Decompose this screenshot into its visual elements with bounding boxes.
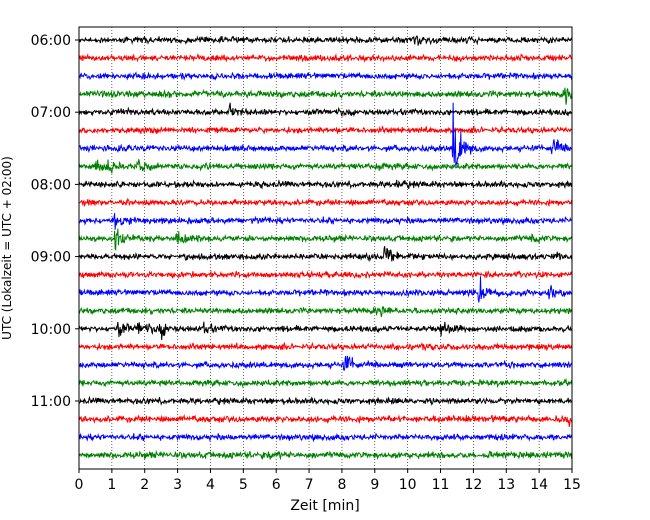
trace-line-0715 (78, 125, 573, 135)
trace-line-0800 (78, 179, 573, 190)
trace-line-1030 (78, 355, 573, 372)
trace-line-0945 (78, 305, 573, 318)
y-axis-label: UTC (Lokalzeit = UTC + 02:00) (0, 156, 14, 340)
trace-line-1115 (78, 413, 573, 428)
y-tick-label: 08:00 (31, 177, 71, 193)
trace-line-1100 (78, 395, 573, 407)
x-tick-label: 2 (140, 477, 149, 493)
x-tick-label: 4 (206, 477, 215, 493)
x-axis-ticks: 0 1 2 3 4 5 6 7 8 9 10 11 12 13 14 15 (75, 469, 581, 493)
x-axis-label: Zeit [min] (290, 498, 359, 514)
trace-line-0845 (78, 228, 573, 251)
trace-line-1145 (78, 449, 573, 461)
trace-line-0930 (78, 276, 573, 303)
x-tick-label: 8 (337, 477, 346, 493)
trace-line-0600 (78, 35, 573, 46)
seismic-traces (78, 35, 573, 461)
trace-line-0645 (78, 87, 573, 105)
trace-line-0630 (78, 71, 573, 81)
x-tick-label: 13 (497, 477, 515, 493)
x-tick-label: 15 (563, 477, 581, 493)
trace-line-0745 (78, 159, 573, 174)
trace-line-1000 (78, 321, 573, 341)
trace-line-0830 (78, 213, 573, 230)
trace-line-0900 (78, 246, 573, 263)
x-tick-label: 10 (399, 477, 417, 493)
trace-line-0700 (78, 102, 573, 118)
trace-line-0730 (78, 102, 573, 169)
y-tick-label: 07:00 (31, 105, 71, 121)
x-tick-label: 1 (107, 477, 116, 493)
trace-line-0915 (78, 269, 573, 280)
x-tick-label: 7 (305, 477, 314, 493)
y-tick-label: 11:00 (31, 394, 71, 410)
x-tick-label: 3 (173, 477, 182, 493)
y-axis-ticks: 06:00 07:00 08:00 09:00 10:00 11:00 (31, 33, 79, 410)
x-tick-label: 12 (464, 477, 482, 493)
x-tick-label: 5 (239, 477, 248, 493)
trace-line-1015 (78, 341, 573, 352)
trace-line-1130 (78, 432, 573, 443)
x-tick-label: 0 (75, 477, 84, 493)
x-tick-label: 11 (432, 477, 450, 493)
y-tick-label: 06:00 (31, 33, 71, 49)
x-tick-label: 6 (272, 477, 281, 493)
x-tick-label: 14 (530, 477, 548, 493)
trace-line-0615 (78, 53, 573, 63)
trace-line-1045 (78, 377, 573, 389)
trace-line-0815 (78, 197, 573, 208)
y-tick-label: 09:00 (31, 250, 71, 266)
y-tick-label: 10:00 (31, 322, 71, 338)
plot-frame (78, 26, 573, 470)
x-tick-label: 9 (370, 477, 379, 493)
